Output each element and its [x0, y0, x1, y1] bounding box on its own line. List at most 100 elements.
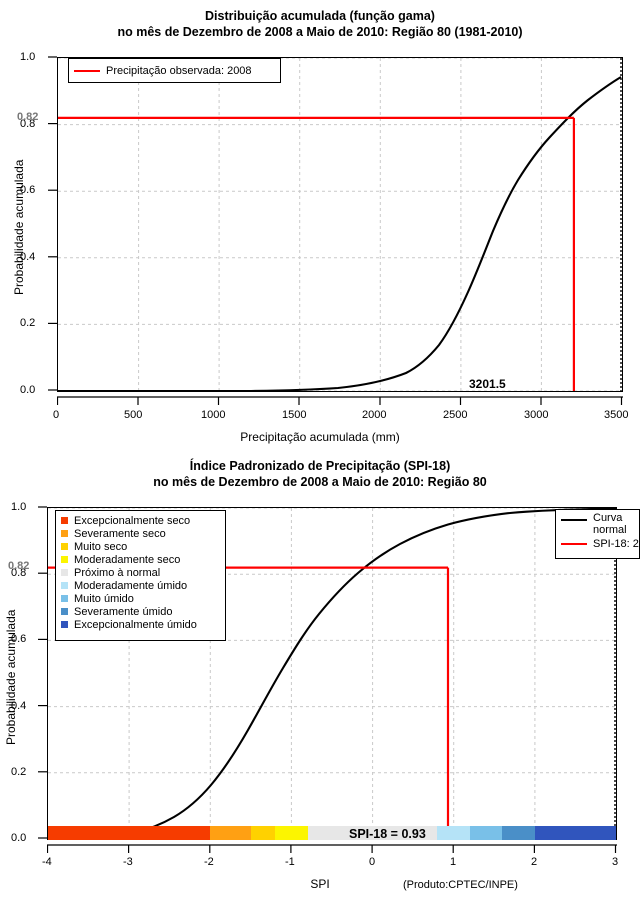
color-swatch-icon [61, 556, 68, 563]
bottom-chart-title: Índice Padronizado de Precipitação (SPI-… [0, 458, 640, 490]
top-chart-canvas [58, 58, 622, 391]
legend-item-moderadamente-seco[interactable]: Moderadamente seco [56, 553, 225, 566]
bottom-ytick-0-0: 0.0 [11, 832, 27, 844]
top-xtick-3500: 3500 [604, 409, 629, 421]
top-chart-legend[interactable]: Precipitação observada: 2008 [68, 58, 281, 83]
top-ytick-0-0: 0.0 [20, 384, 36, 396]
legend-item-muito-seco[interactable]: Muito seco [56, 540, 225, 553]
legend-label: Excepcionalmente seco [74, 514, 191, 527]
legend-item-severamente-umido[interactable]: Severamente úmido [56, 605, 225, 618]
bottom-xtick--3: -3 [123, 856, 133, 868]
color-swatch-icon [61, 530, 68, 537]
bottom-xtick-1: 1 [450, 856, 457, 868]
legend-item-excepcionalmente-seco[interactable]: Excepcionalmente seco [56, 514, 225, 527]
legend-item-observed-label: Precipitação observada: 2008 [106, 64, 252, 77]
bottom-ytick-0-8: 0.8 [11, 567, 27, 579]
black-line-icon [561, 519, 587, 521]
band-severamente-seco[interactable] [210, 826, 251, 840]
legend-label: Severamente úmido [74, 605, 173, 618]
bottom-xtick-0: 0 [369, 856, 376, 868]
band-excepcionalmente-umido[interactable] [534, 826, 617, 840]
top-ytick-0-8: 0.8 [20, 118, 36, 130]
band-muito-umido[interactable] [469, 826, 503, 840]
top-chart-title-line1: Distribuição acumulada (função gama) [205, 9, 435, 23]
legend-item-severamente-seco[interactable]: Severamente seco [56, 527, 225, 540]
bottom-ytick-0-4: 0.4 [11, 700, 27, 712]
bottom-xtick--1: -1 [285, 856, 295, 868]
legend-label: Muito úmido [74, 592, 134, 605]
legend-item-excepcionalmente-umido[interactable]: Excepcionalmente úmido [56, 618, 225, 631]
bottom-chart-title-line1: Índice Padronizado de Precipitação (SPI-… [189, 459, 451, 473]
bottom-xtick-2: 2 [531, 856, 538, 868]
top-ytick-0-6: 0.6 [20, 184, 36, 196]
legend-label: Severamente seco [74, 527, 166, 540]
top-xtick-0: 0 [53, 409, 60, 421]
top-xtick-1500: 1500 [282, 409, 307, 421]
band-moderadamente-seco[interactable] [275, 826, 308, 840]
top-chart-title: Distribuição acumulada (função gama) no … [0, 8, 640, 40]
bottom-xtick--4: -4 [42, 856, 52, 868]
band-muito-seco[interactable] [250, 826, 276, 840]
top-ytick-marks [48, 56, 57, 391]
legend-item-proximo-a-normal[interactable]: Próximo à normal [56, 566, 225, 579]
bottom-chart-title-line2: no mês de Dezembro de 2008 a Maio de 201… [153, 475, 487, 489]
color-swatch-icon [61, 517, 68, 524]
source-note: (Produto:CPTEC/INPE) [403, 879, 518, 891]
color-swatch-icon [61, 608, 68, 615]
bottom-chart-category-legend[interactable]: Excepcionalmente seco Severamente seco M… [55, 510, 226, 641]
color-swatch-icon [61, 621, 68, 628]
legend-label: Próximo à normal [74, 566, 161, 579]
legend-label: SPI-18: 2008 [593, 537, 640, 550]
spi-value-annotation: SPI-18 = 0.93 [349, 827, 426, 841]
top-chart-x-annotation: 3201.5 [469, 377, 506, 391]
legend-label: Muito seco [74, 540, 128, 553]
legend-item-observed[interactable]: Precipitação observada: 2008 [69, 59, 280, 82]
legend-label: Excepcionalmente úmido [74, 618, 197, 631]
bottom-ytick-marks [38, 506, 47, 839]
color-swatch-icon [61, 543, 68, 550]
red-line-icon [561, 542, 587, 545]
bottom-xtick-3: 3 [612, 856, 619, 868]
band-excepcionalmente-seco[interactable] [48, 826, 211, 840]
top-highlight-y-label: 0.82 [17, 111, 39, 123]
legend-item-curva-normal[interactable]: Curva normal [556, 512, 639, 537]
color-swatch-icon [61, 595, 68, 602]
top-xtick-2000: 2000 [362, 409, 387, 421]
spi-category-colorbar[interactable] [48, 826, 617, 840]
top-xtick-3000: 3000 [524, 409, 549, 421]
legend-item-muito-umido[interactable]: Muito úmido [56, 592, 225, 605]
bottom-highlight-y-label: 0.82 [8, 560, 30, 572]
top-chart-curve [58, 76, 622, 391]
top-chart-xlabel: Precipitação acumulada (mm) [240, 430, 400, 444]
color-swatch-icon [61, 582, 68, 589]
top-chart-plot-area [57, 57, 623, 392]
top-ytick-0-2: 0.2 [20, 317, 36, 329]
band-moderadamente-umido[interactable] [437, 826, 470, 840]
legend-item-spi-2008[interactable]: SPI-18: 2008 [556, 537, 640, 550]
band-severamente-umido[interactable] [502, 826, 535, 840]
top-xtick-1000: 1000 [201, 409, 226, 421]
bottom-ytick-1-0: 1.0 [11, 501, 27, 513]
legend-label: Curva normal [593, 512, 627, 536]
color-swatch-icon [61, 569, 68, 576]
top-xaxis [57, 396, 623, 405]
top-xtick-500: 500 [124, 409, 143, 421]
top-ytick-1-0: 1.0 [20, 51, 36, 63]
band-proximo-a-normal[interactable] [307, 826, 438, 840]
bottom-chart-series-legend[interactable]: Curva normal SPI-18: 2008 [555, 509, 640, 559]
legend-label: Moderadamente úmido [74, 579, 188, 592]
bottom-ytick-0-6: 0.6 [11, 633, 27, 645]
bottom-xaxis [47, 844, 617, 853]
bottom-ytick-0-2: 0.2 [11, 766, 27, 778]
legend-label: Moderadamente seco [74, 553, 181, 566]
top-chart-ylabel: Probabilidade acumulada [12, 159, 26, 295]
red-line-icon [74, 69, 100, 72]
top-chart-title-line2: no mês de Dezembro de 2008 a Maio de 201… [117, 25, 523, 39]
bottom-chart-xlabel: SPI [310, 877, 330, 891]
top-ytick-0-4: 0.4 [20, 251, 36, 263]
legend-item-moderadamente-umido[interactable]: Moderadamente úmido [56, 579, 225, 592]
top-chart-gridlines [58, 58, 622, 391]
bottom-chart-ylabel: Probabilidade acumulada [4, 609, 18, 745]
top-xtick-2500: 2500 [443, 409, 468, 421]
